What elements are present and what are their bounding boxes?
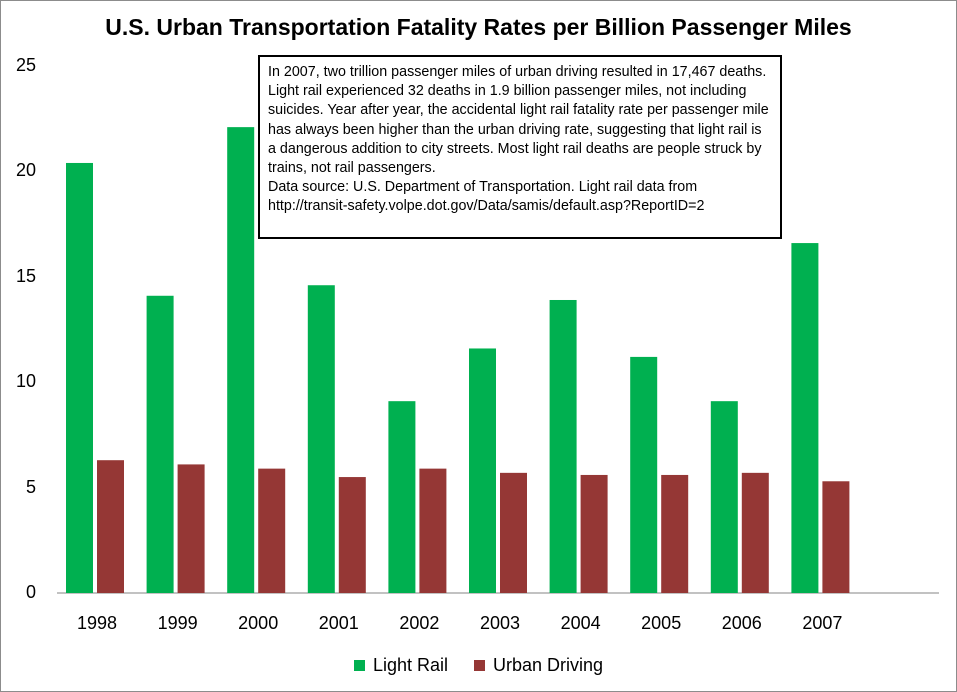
bar-urban-driving-1998 xyxy=(97,460,124,593)
bar-urban-driving-2003 xyxy=(500,472,527,593)
x-tick-label: 1999 xyxy=(157,613,198,633)
legend-label: Light Rail xyxy=(372,655,448,675)
y-tick-label: 25 xyxy=(15,55,36,75)
legend: Light Rail Urban Driving xyxy=(0,655,957,676)
x-tick-label: 2000 xyxy=(238,613,279,633)
bar-light-rail-2002 xyxy=(388,401,416,593)
bar-light-rail-1998 xyxy=(66,162,93,593)
legend-swatch-urban-driving xyxy=(474,660,485,671)
bar-group xyxy=(66,127,850,593)
bar-light-rail-2000 xyxy=(227,127,255,593)
bar-light-rail-2007 xyxy=(791,243,819,593)
annotation-box: In 2007, two trillion passenger miles of… xyxy=(258,55,782,239)
bar-urban-driving-2000 xyxy=(258,468,286,593)
bar-urban-driving-2006 xyxy=(741,472,769,593)
x-tick-label: 2002 xyxy=(399,613,440,633)
chart-title: U.S. Urban Transportation Fatality Rates… xyxy=(105,14,852,40)
x-tick-label: 2006 xyxy=(721,613,762,633)
legend-label: Urban Driving xyxy=(493,655,604,675)
legend-item-urban-driving: Urban Driving xyxy=(474,655,603,676)
legend-item-light-rail: Light Rail xyxy=(353,655,448,676)
x-tick-label: 2007 xyxy=(802,613,843,633)
y-tick-label: 10 xyxy=(15,371,36,392)
bar-light-rail-2005 xyxy=(630,356,658,593)
x-tick-label: 2004 xyxy=(560,613,601,633)
x-tick-label: 2001 xyxy=(318,613,359,633)
bar-light-rail-2003 xyxy=(469,348,496,593)
annotation-source: Data source: U.S. Department of Transpor… xyxy=(268,179,705,215)
bar-light-rail-2001 xyxy=(307,285,335,593)
bar-urban-driving-2002 xyxy=(419,468,447,593)
y-tick-label: 20 xyxy=(15,160,36,181)
legend-swatch-light-rail xyxy=(353,660,365,671)
x-tick-label: 1998 xyxy=(76,613,118,633)
bar-urban-driving-1999 xyxy=(177,464,205,593)
bar-light-rail-2004 xyxy=(549,299,577,593)
bar-urban-driving-2005 xyxy=(661,474,689,593)
bar-light-rail-1999 xyxy=(146,295,174,593)
bar-urban-driving-2004 xyxy=(580,474,608,593)
bar-light-rail-2006 xyxy=(710,401,738,593)
annotation-text: In 2007, two trillion passenger miles of… xyxy=(268,64,769,177)
y-tick-label: 5 xyxy=(25,476,36,497)
y-tick-label: 0 xyxy=(25,582,36,602)
bar-urban-driving-2001 xyxy=(338,477,366,593)
x-tick-label: 2005 xyxy=(641,613,682,633)
bar-urban-driving-2007 xyxy=(822,481,850,593)
y-tick-label: 15 xyxy=(15,265,36,286)
x-tick-label: 2003 xyxy=(479,613,521,633)
